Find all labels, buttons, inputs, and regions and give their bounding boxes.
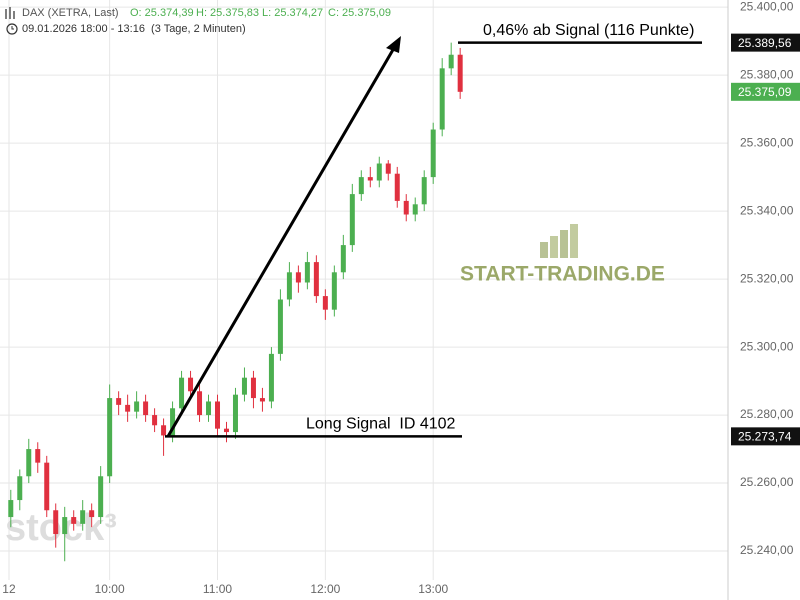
candle-body (170, 408, 176, 436)
candle-body (313, 262, 319, 297)
candle-body (340, 245, 346, 273)
candle-body (394, 173, 400, 201)
price-tag (731, 427, 800, 446)
target-note: 0,46% ab Signal (116 Punkte) (483, 22, 694, 39)
candle-body (259, 398, 265, 402)
candle-body (17, 476, 23, 501)
y-tick-label: 25.300,00 (740, 339, 794, 353)
x-tick-label: 11:00 (203, 582, 232, 596)
y-tick-label: 25.360,00 (740, 135, 794, 149)
candle-body (98, 476, 104, 518)
candle-body (322, 296, 328, 310)
candle-body (232, 394, 238, 433)
y-tick-label: 25.260,00 (740, 475, 794, 489)
clock-hands (11, 26, 14, 30)
header: DAX (XETRA, Last) 09.01.2026 18:00 - 13:… (5, 7, 246, 35)
y-tick-label: 25.240,00 (740, 543, 794, 557)
candle-body (161, 425, 167, 436)
candle-body (44, 462, 50, 511)
arrow-head (386, 36, 401, 53)
price-tag-label: 25.389,56 (738, 36, 792, 50)
x-tick-label: 12:00 (310, 582, 340, 596)
candle-body (304, 262, 310, 283)
candle-body (53, 510, 59, 535)
candle-body (412, 204, 418, 215)
candle-body (35, 449, 41, 463)
chart-icon (5, 7, 15, 19)
candle-body (107, 398, 113, 477)
ohlc-value: O: 25.374,39 (130, 7, 194, 19)
y-tick-label: 25.400,00 (740, 0, 794, 13)
candle-body (125, 404, 131, 412)
candle-body (188, 377, 194, 392)
candle-body (448, 54, 454, 69)
candle-body (430, 129, 436, 178)
candle-body (250, 377, 256, 399)
y-tick-label: 25.280,00 (740, 407, 794, 421)
candle-body (71, 517, 77, 524)
candle-body (358, 177, 364, 195)
candle-body (215, 401, 221, 429)
watermark-logo (540, 224, 578, 258)
candle-body (8, 500, 14, 518)
candle-body (421, 177, 427, 205)
price-tag-label: 25.273,74 (738, 430, 792, 444)
candle-body (89, 510, 95, 518)
x-tick-label: 13:00 (418, 582, 448, 596)
candle-body (295, 272, 301, 283)
ohlc-value: H: 25.375,83 (196, 7, 259, 19)
watermark: START-TRADING.DE (460, 263, 665, 286)
candle-body (349, 194, 355, 246)
candle-body (143, 401, 149, 416)
candle-body (223, 428, 229, 433)
candle-body (241, 377, 247, 395)
clock-icon (6, 23, 18, 35)
subtitle: 09.01.2026 18:00 - 13:16 (3 Tage, 2 Minu… (22, 23, 246, 35)
candle-body (385, 163, 391, 174)
candle-body (403, 200, 409, 215)
price-tag-label: 25.375,09 (738, 85, 792, 99)
arrow-shaft (166, 47, 396, 438)
x-tick-label: 12 (2, 582, 16, 596)
y-tick-label: 25.320,00 (740, 271, 794, 285)
candle-body (80, 510, 86, 524)
candle-body (439, 68, 445, 130)
candle-body (116, 398, 122, 405)
candle-body (134, 401, 140, 412)
candle-body (197, 391, 203, 416)
candle-body (367, 177, 373, 181)
ohlc-value: L: 25.374,27 (262, 7, 323, 19)
candle-body (331, 272, 337, 310)
candle-body (152, 415, 158, 426)
candle-body (26, 449, 32, 477)
price-tag (731, 33, 800, 52)
candle-body (457, 54, 463, 92)
candle-body (62, 517, 68, 535)
x-tick-label: 10:00 (95, 582, 125, 596)
signal-note: Long Signal ID 4102 (306, 416, 456, 433)
candle-body (376, 163, 382, 181)
candle-body (286, 272, 292, 300)
candle-body (206, 401, 212, 416)
ohlc-value: C: 25.375,09 (328, 7, 391, 19)
price-tag (731, 82, 800, 101)
y-tick-label: 25.340,00 (740, 203, 794, 217)
candle-body (268, 353, 274, 402)
y-tick-label: 25.380,00 (740, 67, 794, 81)
candle-body (179, 377, 185, 409)
instrument: DAX (XETRA, Last) (22, 7, 119, 19)
candle-body (277, 299, 283, 354)
